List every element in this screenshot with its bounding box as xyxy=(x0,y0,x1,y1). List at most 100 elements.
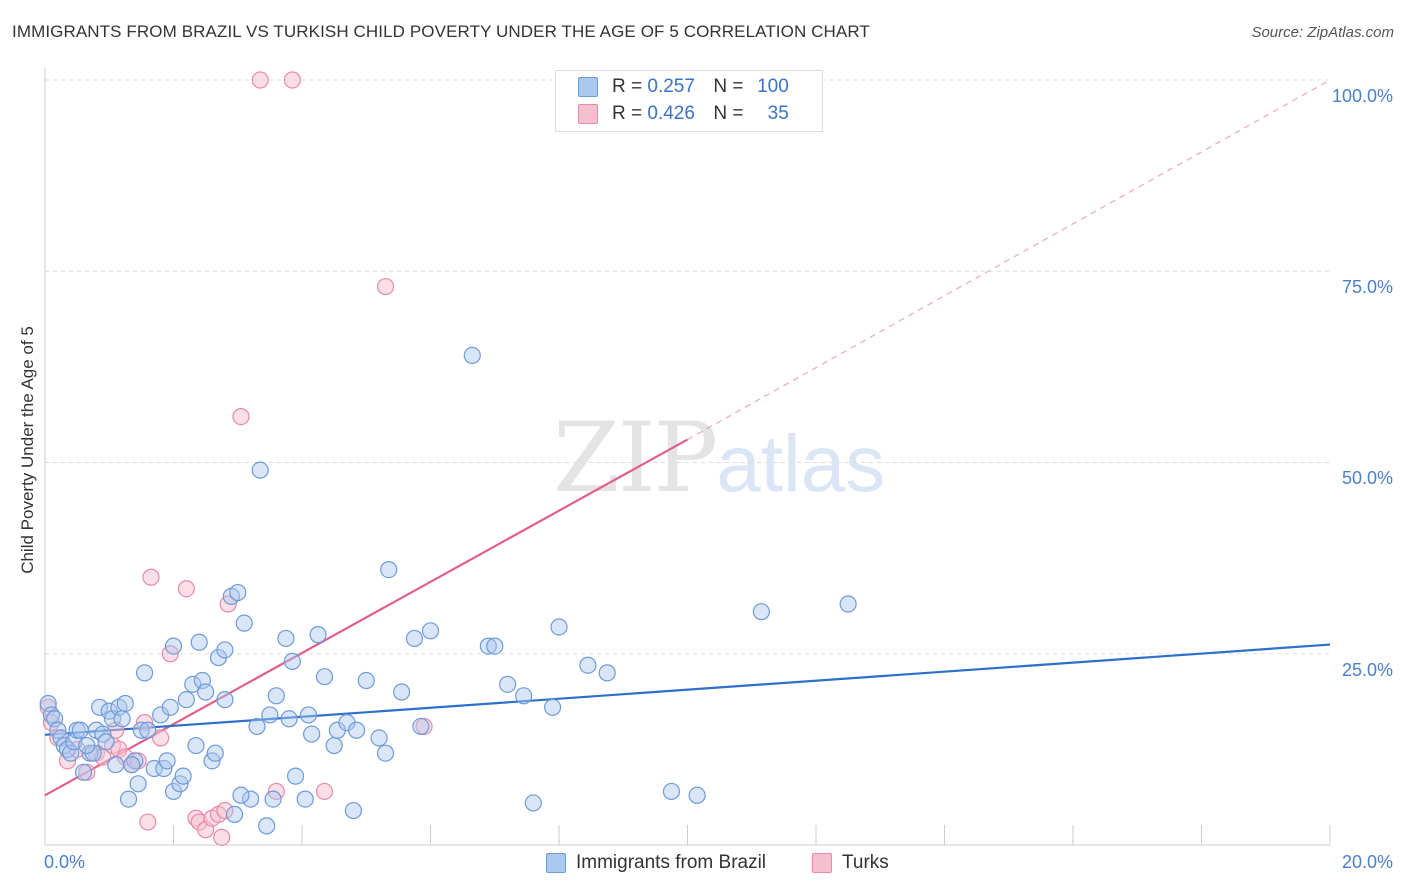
brazil-point xyxy=(499,675,517,693)
brazil-point xyxy=(376,744,395,762)
legend-turks-label: Turks xyxy=(842,852,889,873)
turks-point xyxy=(177,580,195,598)
turks-point xyxy=(142,568,160,586)
brazil-point xyxy=(344,801,362,820)
brazil-point xyxy=(74,763,93,781)
brazil-n-value: 100 xyxy=(757,76,789,97)
brazil-point xyxy=(357,671,375,690)
brazil-trend-line xyxy=(44,643,1331,736)
brazil-point xyxy=(164,637,183,655)
x-tick-min: 0.0% xyxy=(44,852,86,872)
brazil-point xyxy=(479,637,497,655)
brazil-point xyxy=(463,346,481,364)
x-tick-max: 20.0% xyxy=(1341,852,1393,872)
legend-brazil-swatch xyxy=(546,853,566,873)
brazil-point xyxy=(405,629,424,648)
y-tick-50: 50.0% xyxy=(1341,468,1393,488)
legend-turks-swatch xyxy=(812,853,832,873)
brazil-point xyxy=(392,683,411,701)
brazil-point xyxy=(139,721,157,739)
brazil-point xyxy=(145,759,163,778)
brazil-point xyxy=(380,560,398,579)
y-axis-label: Child Poverty Under the Age of 5 xyxy=(18,326,37,574)
turks-point xyxy=(376,277,395,296)
turks-r-value: 0.426 xyxy=(647,103,695,124)
brazil-point xyxy=(752,603,770,621)
brazil-point xyxy=(177,691,195,709)
stats-row-brazil: R = 0.257 N = 100 xyxy=(578,75,789,99)
y-axis-label-wrap: Child Poverty Under the Age of 5 xyxy=(16,300,40,600)
y-tick-100: 100.0% xyxy=(1331,86,1393,106)
turks-point xyxy=(232,408,250,426)
brazil-n-label: N = xyxy=(713,76,744,97)
turks-point xyxy=(283,71,301,89)
brazil-point xyxy=(78,736,96,755)
brazil-point xyxy=(184,675,202,693)
brazil-point xyxy=(229,583,247,602)
brazil-point xyxy=(280,710,298,728)
turks-n-label: N = xyxy=(713,103,744,124)
brazil-point xyxy=(299,706,318,724)
brazil-point xyxy=(158,752,176,770)
brazil-point xyxy=(232,786,250,804)
brazil-r-label: R = xyxy=(612,76,643,97)
brazil-trend-group xyxy=(44,643,1331,736)
turks-point xyxy=(315,782,334,801)
brazil-point xyxy=(515,687,533,705)
brazil-point xyxy=(296,790,314,808)
brazil-point xyxy=(421,622,440,640)
brazil-point xyxy=(598,664,616,682)
turks-n-value: 35 xyxy=(767,103,789,124)
brazil-point xyxy=(277,629,295,648)
brazil-point xyxy=(119,790,138,808)
turks-point xyxy=(152,729,170,747)
brazil-point xyxy=(264,790,282,808)
brazil-point xyxy=(135,664,154,682)
brazil-point xyxy=(225,805,244,824)
chart-source: Source: ZipAtlas.com xyxy=(1251,24,1394,41)
legend-turks: Turks xyxy=(812,852,889,874)
turks-trend-line-extended xyxy=(687,79,1331,441)
legend-brazil-label: Immigrants from Brazil xyxy=(576,852,767,873)
brazil-point xyxy=(688,786,706,804)
brazil-point xyxy=(71,721,89,739)
brazil-point xyxy=(348,721,366,739)
axes xyxy=(44,68,1331,846)
brazil-point xyxy=(248,717,266,736)
brazil-point xyxy=(370,729,388,747)
brazil-point xyxy=(97,733,115,751)
brazil-point xyxy=(251,461,269,479)
brazil-point xyxy=(662,782,681,801)
brazil-point xyxy=(309,626,327,644)
brazil-point xyxy=(174,767,192,785)
brazil-point xyxy=(116,694,134,713)
brazil-point xyxy=(123,756,141,774)
brazil-point xyxy=(206,744,224,762)
brazil-point xyxy=(524,794,542,812)
turks-point xyxy=(216,801,234,820)
legend-brazil: Immigrants from Brazil xyxy=(546,852,766,874)
brazil-point xyxy=(258,817,276,835)
chart-title: IMMIGRANTS FROM BRAZIL VS TURKISH CHILD … xyxy=(12,22,870,41)
turks-trend-group xyxy=(44,79,1331,797)
turks-point xyxy=(213,828,231,846)
brazil-point xyxy=(235,614,253,632)
brazil-points xyxy=(39,346,857,835)
brazil-point xyxy=(197,683,215,701)
brazil-point xyxy=(113,710,131,728)
brazil-point xyxy=(315,668,334,686)
stats-legend: R = 0.257 N = 100 R = 0.426 N = 35 xyxy=(555,70,823,132)
brazil-point xyxy=(107,756,125,774)
turks-trend-line xyxy=(44,438,689,797)
y-tick-25: 25.0% xyxy=(1341,660,1393,680)
brazil-point xyxy=(216,641,234,659)
brazil-point xyxy=(267,687,285,705)
brazil-swatch xyxy=(578,77,598,97)
brazil-r-value: 0.257 xyxy=(647,76,695,97)
brazil-point xyxy=(129,775,147,793)
brazil-point xyxy=(303,725,321,743)
brazil-point xyxy=(216,691,234,709)
brazil-point xyxy=(261,706,279,724)
brazil-point xyxy=(187,736,205,755)
